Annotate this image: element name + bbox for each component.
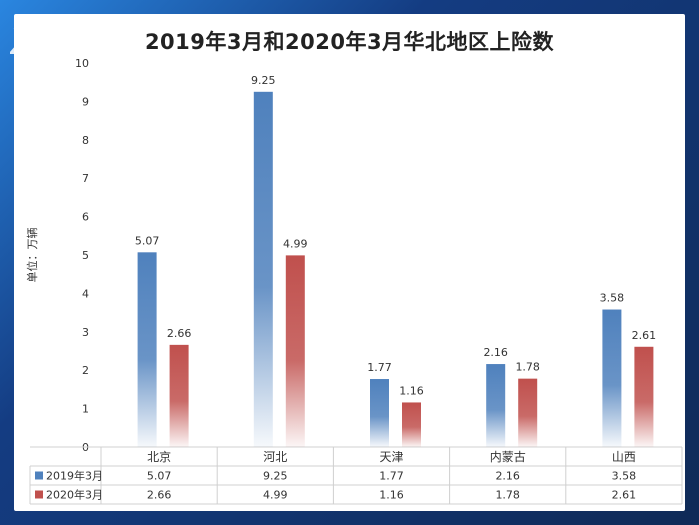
chart-panel	[14, 14, 685, 511]
y-tick-label: 1	[82, 403, 89, 416]
table-value: 9.25	[263, 470, 288, 483]
y-tick-label: 7	[82, 172, 89, 185]
table-value: 1.77	[379, 470, 404, 483]
bar	[137, 252, 157, 447]
bar	[486, 364, 506, 447]
bar	[370, 379, 389, 447]
y-tick-label: 2	[82, 364, 89, 377]
y-tick-label: 9	[82, 95, 89, 108]
category-label: 天津	[379, 450, 403, 464]
table-value: 2.16	[495, 470, 520, 483]
legend-swatch	[35, 490, 43, 499]
table-value: 4.99	[263, 489, 288, 502]
chart-title: 2019年3月和2020年3月华北地区上险数	[144, 30, 555, 54]
y-tick-label: 10	[75, 57, 89, 70]
data-label: 9.25	[251, 74, 276, 87]
data-label: 5.07	[135, 234, 160, 247]
data-label: 4.99	[283, 237, 308, 250]
y-tick-label: 5	[82, 249, 89, 262]
table-value: 3.58	[612, 470, 637, 483]
y-axis-label: 单位：万辆	[25, 228, 39, 283]
plot-area: 012345678910单位：万辆5.079.251.772.163.582.6…	[25, 57, 683, 505]
bar	[634, 346, 654, 447]
data-label: 1.16	[399, 384, 424, 397]
table-value: 2.66	[147, 489, 172, 502]
table-value: 5.07	[147, 470, 172, 483]
table-value: 2.61	[612, 489, 637, 502]
bar	[402, 402, 421, 447]
category-label: 内蒙古	[490, 449, 526, 464]
y-tick-label: 4	[82, 287, 89, 300]
legend-label: 2019年3月	[46, 469, 103, 483]
data-label: 1.78	[515, 361, 540, 374]
y-tick-label: 8	[82, 134, 89, 147]
data-label: 2.61	[632, 329, 657, 342]
data-label: 2.66	[167, 327, 192, 340]
data-label: 2.16	[483, 346, 508, 359]
bar	[169, 344, 189, 447]
legend-label: 2020年3月	[46, 488, 103, 502]
bar	[253, 91, 273, 448]
watermark-text: X车资讯	[10, 22, 149, 62]
data-label: 3.58	[600, 292, 625, 305]
y-tick-label: 3	[82, 326, 89, 339]
table-value: 1.16	[379, 489, 404, 502]
category-label: 山西	[612, 450, 636, 464]
y-tick-label: 6	[82, 211, 89, 224]
bar	[518, 378, 538, 447]
legend-swatch	[35, 471, 43, 480]
category-label: 河北	[263, 450, 287, 464]
data-label: 1.77	[367, 361, 392, 374]
bar	[602, 309, 622, 447]
table-value: 1.78	[495, 489, 520, 502]
watermark-logo: X车资讯	[10, 22, 149, 62]
category-label: 北京	[147, 450, 171, 464]
bar	[285, 255, 305, 447]
